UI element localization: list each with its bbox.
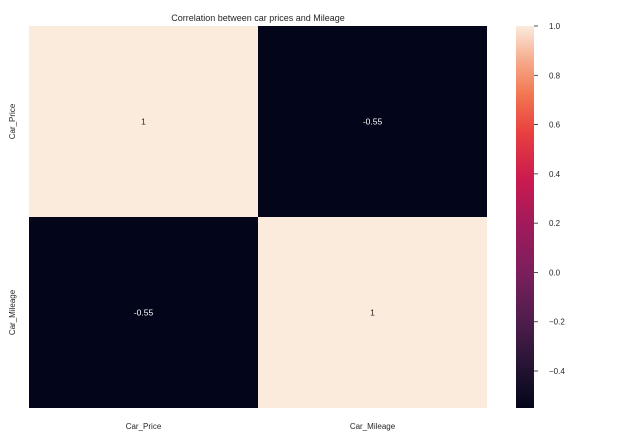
y-tick-label: Car_Mileage	[8, 289, 17, 335]
colorbar-tick-label: 1.0	[549, 22, 561, 31]
heatmap-cell	[258, 217, 487, 408]
colorbar-tick-label: 0.0	[549, 268, 561, 277]
colorbar-tick-label: −0.4	[549, 367, 565, 376]
chart-title: Correlation between car prices and Milea…	[171, 13, 345, 23]
colorbar-tick-label: 0.2	[549, 219, 561, 228]
colorbar	[516, 26, 534, 408]
colorbar-ticks: 1.0 0.8 0.6 0.4 0.2 0.0 −0.2 −0.4	[534, 22, 565, 376]
heatmap-annotations: 1 -0.55 -0.55 1	[134, 117, 383, 318]
colorbar-tick-label: 0.6	[549, 121, 561, 130]
y-tick-labels: Car_Price Car_Mileage	[8, 103, 17, 335]
colorbar-tick-label: 0.4	[549, 170, 561, 179]
x-tick-labels: Car_Price Car_Mileage	[126, 422, 396, 431]
heatmap-cells	[29, 26, 487, 408]
heatmap-cell	[29, 217, 258, 408]
x-tick-label: Car_Mileage	[350, 422, 396, 431]
heatmap-cell	[29, 26, 258, 217]
cell-annotation: -0.55	[363, 117, 383, 127]
x-tick-label: Car_Price	[126, 422, 162, 431]
heatmap-cell	[258, 26, 487, 217]
cell-annotation: 1	[141, 117, 146, 127]
colorbar-tick-label: 0.8	[549, 71, 561, 80]
y-tick-label: Car_Price	[8, 103, 17, 139]
colorbar-tick-label: −0.2	[549, 318, 565, 327]
cell-annotation: 1	[370, 308, 375, 318]
cell-annotation: -0.55	[134, 308, 154, 318]
